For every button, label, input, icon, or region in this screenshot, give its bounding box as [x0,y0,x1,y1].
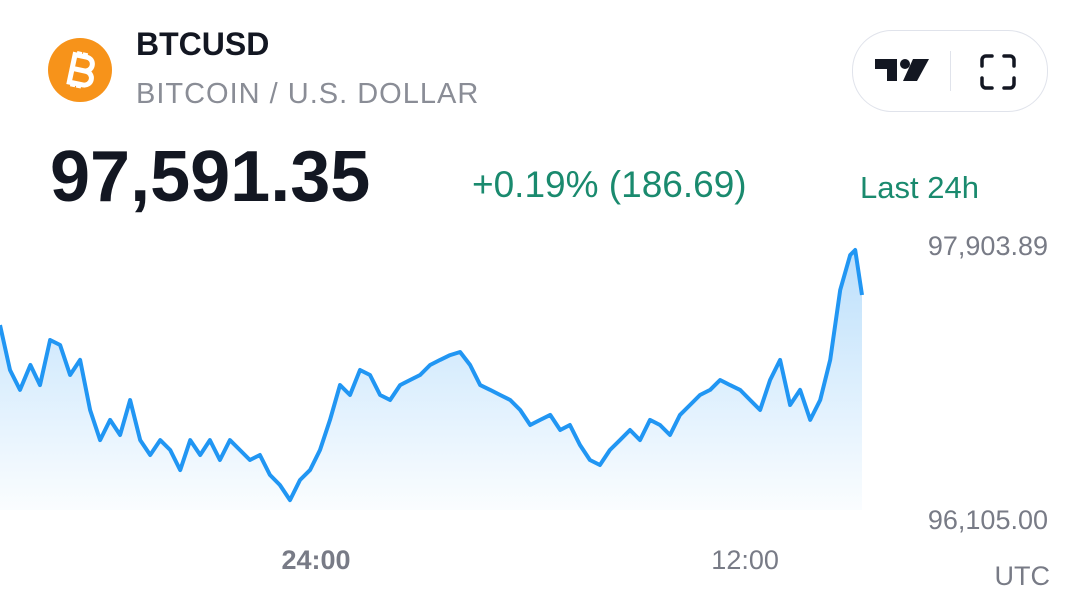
symbol-name: BITCOIN / U.S. DOLLAR [136,78,480,110]
x-tick-label: 12:00 [711,545,779,575]
symbol: BTCUSD [136,26,270,62]
y-tick-label: 97,903.89 [928,231,1048,261]
toolbar [852,30,1048,112]
bitcoin-logo [48,38,112,102]
price: 97,591.35 [50,137,371,217]
y-tick-label: 96,105.00 [928,505,1048,535]
x-tick-label: 24:00 [282,545,351,575]
change-period: Last 24h [860,170,979,205]
fullscreen-button[interactable] [979,53,1017,91]
x-axis-label: UTC [995,561,1051,591]
price-line [0,248,864,503]
change: +0.19% (186.69) [472,164,747,205]
tradingview-logo[interactable] [873,55,931,87]
area-fill [0,250,862,510]
